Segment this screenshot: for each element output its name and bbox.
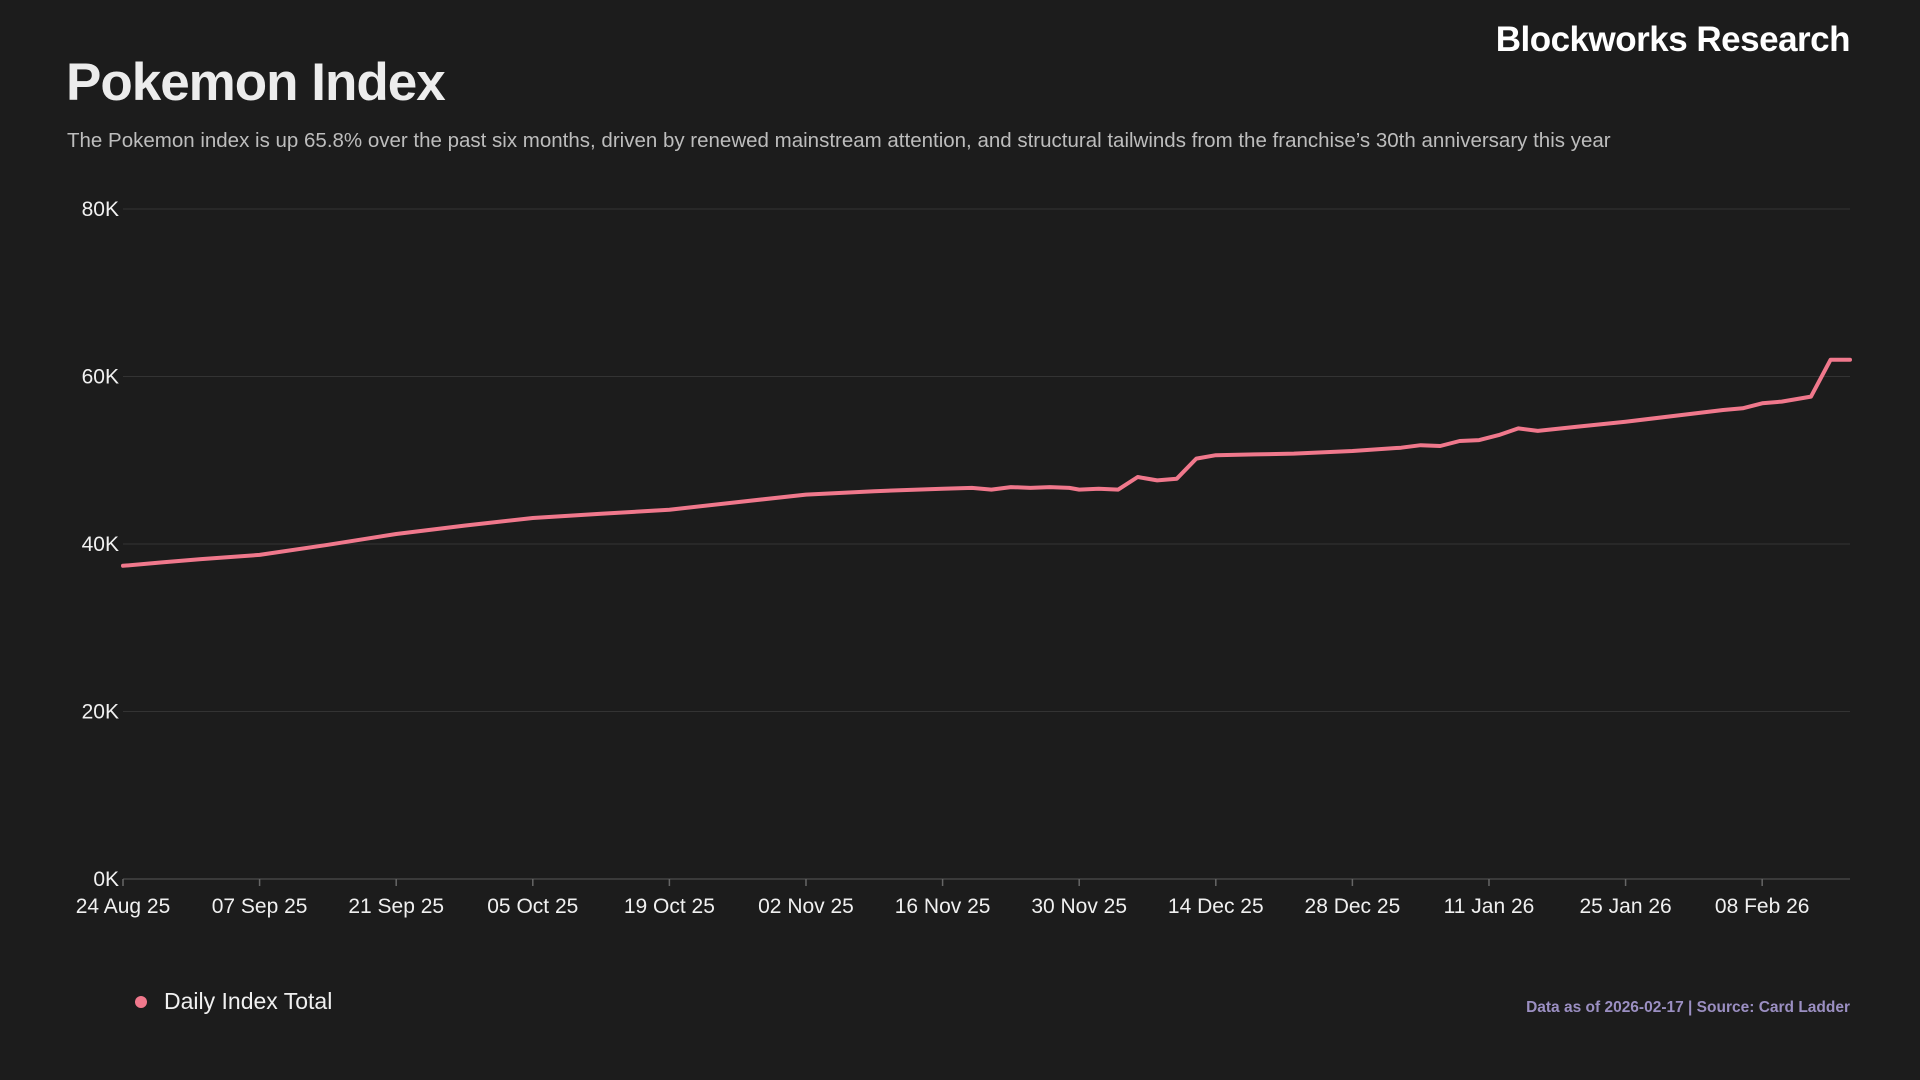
x-tick-label: 21 Sep 25: [348, 895, 444, 918]
y-tick-label: 80K: [82, 198, 119, 221]
x-tick-label: 11 Jan 26: [1444, 895, 1535, 918]
x-tick-label: 25 Jan 26: [1579, 895, 1671, 918]
legend: Daily Index Total: [135, 988, 332, 1015]
x-tick-label: 30 Nov 25: [1031, 895, 1127, 918]
x-tick-label: 08 Feb 26: [1715, 895, 1810, 918]
y-tick-label: 0K: [93, 868, 119, 891]
x-tick-label: 05 Oct 25: [487, 895, 578, 918]
chart-title: Pokemon Index: [66, 53, 446, 112]
brand-logo-text: Blockworks Research: [1495, 20, 1851, 59]
grid-lines: [123, 208, 1850, 880]
legend-label: Daily Index Total: [164, 988, 333, 1014]
x-tick-label: 07 Sep 25: [212, 895, 308, 918]
x-tick-label: 28 Dec 25: [1305, 895, 1401, 918]
y-tick-label: 20K: [82, 701, 119, 724]
legend-marker: [135, 995, 147, 1008]
series-line-daily-index-total: [121, 357, 1852, 568]
x-tick-label: 14 Dec 25: [1168, 895, 1264, 918]
x-tick-label: 02 Nov 25: [758, 895, 854, 918]
axes: 0K 20K 40K 60K 80K 24 Aug 25 07 Sep 25 21 Sep 2…: [76, 198, 1810, 918]
data-source-note: Data as of 2026-02-17 | Source: Card Lad…: [1526, 999, 1850, 1016]
series-layer: [121, 357, 1852, 568]
x-tick-label: 19 Oct 25: [624, 895, 715, 918]
x-tick-label: 16 Nov 25: [895, 895, 991, 918]
x-tick-label: 24 Aug 25: [76, 895, 171, 918]
chart-subtitle: The Pokemon index is up 65.8% over the p…: [67, 129, 1611, 152]
y-tick-label: 40K: [82, 533, 119, 556]
y-tick-label: 60K: [82, 366, 119, 389]
